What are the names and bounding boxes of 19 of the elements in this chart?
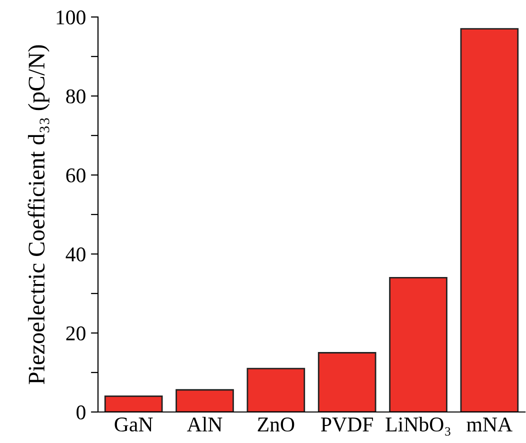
bar — [104, 396, 163, 412]
y-tick-label: 80 — [66, 89, 86, 104]
bar — [389, 277, 448, 412]
y-tick-label: 100 — [56, 10, 86, 24]
y-tick-label: 40 — [66, 247, 86, 262]
y-tick-label: 20 — [66, 326, 86, 340]
bar — [176, 389, 234, 412]
y-axis-title: Piezoelectric Coefficient d₃₃ (pC/N) — [28, 45, 50, 384]
x-tick-label: PVDF — [321, 418, 373, 432]
y-tick-label: 60 — [66, 168, 86, 182]
x-tick-label: LiNbO₃ — [386, 416, 450, 436]
bar — [246, 368, 306, 412]
x-tick-label: GaN — [114, 418, 153, 432]
bar — [460, 28, 519, 412]
bar — [318, 352, 376, 412]
x-tick-label: mNA — [466, 418, 512, 432]
x-tick-label: ZnO — [258, 418, 294, 432]
y-tick-label: 0 — [76, 405, 86, 420]
x-tick-label: AlN — [187, 416, 222, 432]
